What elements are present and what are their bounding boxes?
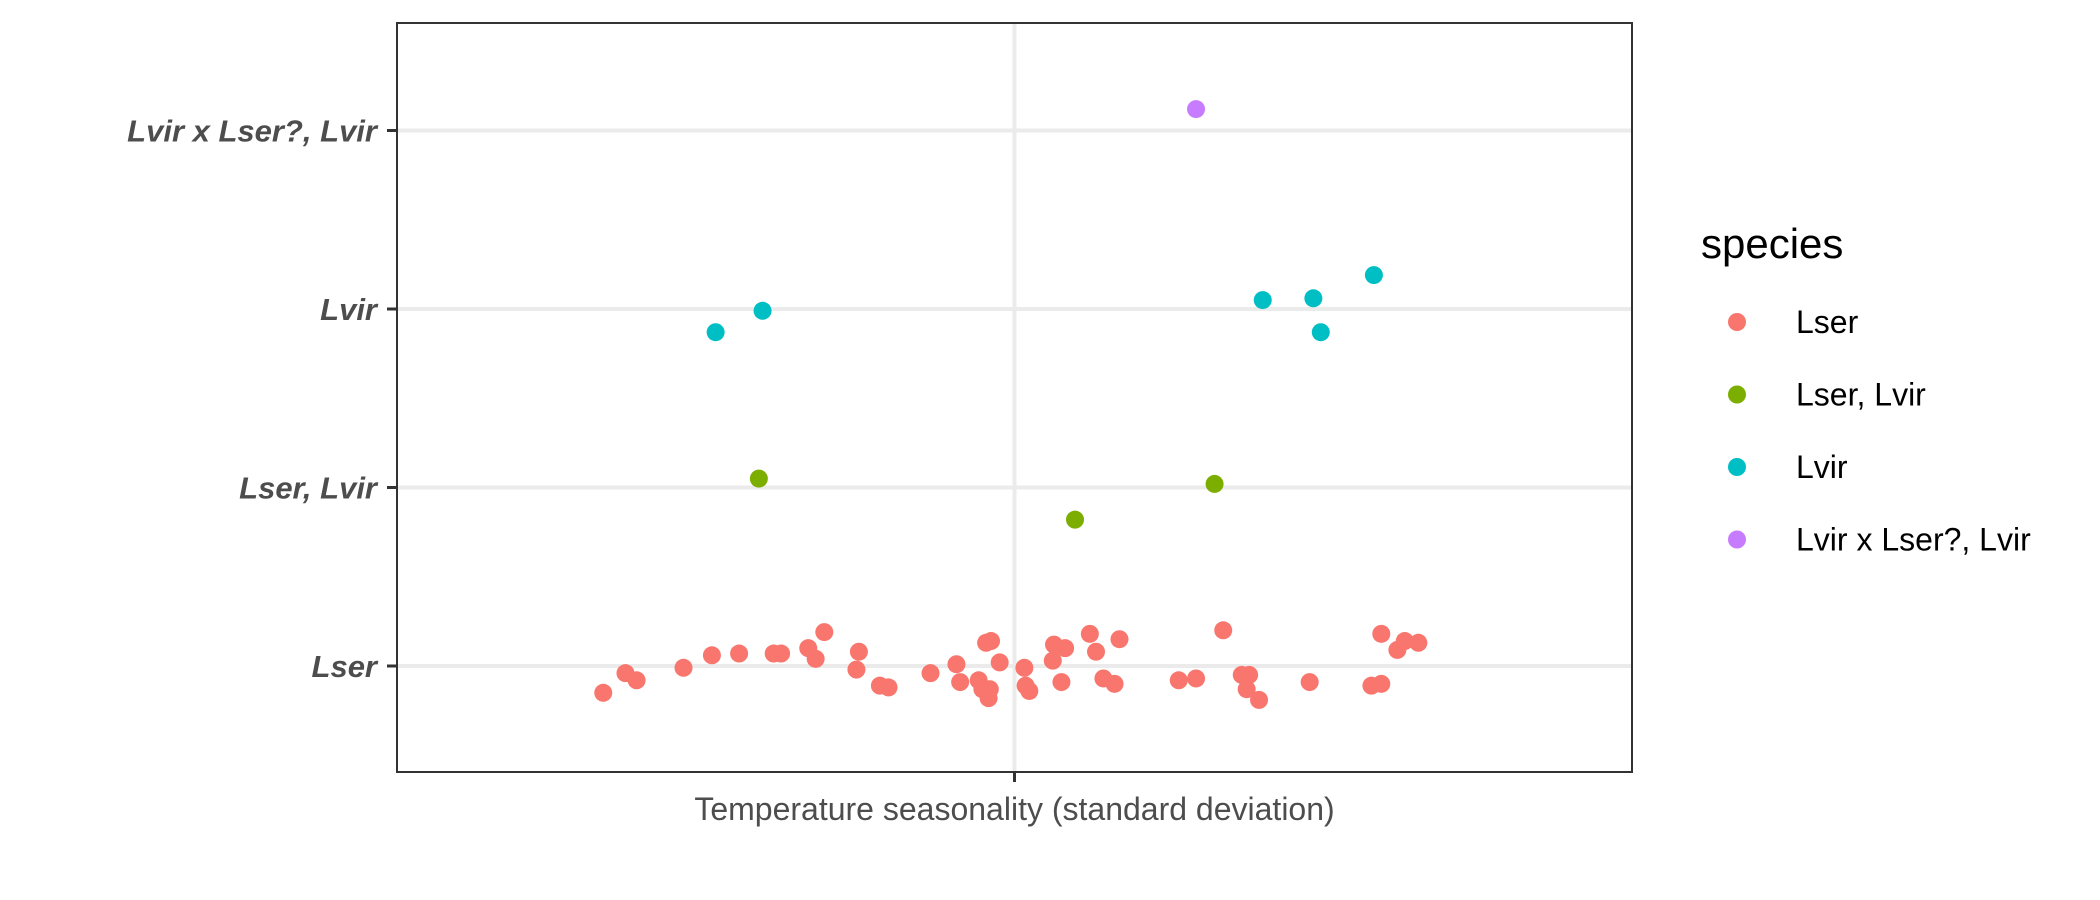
- data-point: [1043, 651, 1062, 670]
- y-tick-label: Lvir: [320, 292, 379, 327]
- data-point: [1240, 665, 1259, 684]
- data-point: [1304, 289, 1323, 308]
- x-axis-label: Temperature seasonality (standard deviat…: [694, 791, 1334, 827]
- data-point: [1300, 673, 1319, 692]
- data-point: [1169, 671, 1188, 690]
- data-point: [1253, 291, 1272, 310]
- data-point: [1015, 658, 1034, 677]
- data-point: [1311, 323, 1330, 342]
- legend-key: [1728, 313, 1746, 331]
- legend: species Lser Lser, Lvir Lvir Lvir x Lser?, …: [1701, 220, 2031, 558]
- y-tick-label: Lvir x Lser?, Lvir: [127, 114, 379, 149]
- data-point: [990, 653, 1009, 672]
- y-axis: Lser Lser, Lvir Lvir Lvir x Lser?, Lvir: [127, 114, 397, 684]
- legend-key: [1728, 530, 1746, 549]
- data-point: [1052, 673, 1071, 692]
- data-point: [806, 649, 825, 668]
- legend-label: Lser: [1796, 304, 1859, 340]
- data-point: [1056, 639, 1075, 658]
- data-point: [674, 658, 693, 677]
- data-point: [849, 642, 868, 661]
- data-point: [980, 680, 999, 699]
- data-point: [982, 632, 1001, 651]
- data-point: [594, 683, 613, 702]
- data-point: [1364, 266, 1383, 285]
- legend-label: Lser, Lvir: [1796, 377, 1926, 413]
- data-point: [921, 664, 940, 683]
- data-point: [1395, 632, 1414, 651]
- legend-key: [1728, 458, 1746, 476]
- data-point: [1214, 621, 1233, 640]
- data-point: [1110, 630, 1129, 649]
- data-point: [753, 301, 772, 320]
- y-tick-label: Lser, Lvir: [239, 471, 379, 506]
- data-point: [847, 660, 866, 679]
- legend-key: [1728, 385, 1746, 404]
- data-point: [951, 673, 970, 692]
- data-point: [706, 323, 725, 342]
- data-point: [1080, 624, 1099, 643]
- data-point: [627, 671, 646, 690]
- x-axis: Temperature seasonality (standard deviat…: [694, 772, 1335, 827]
- data-point: [749, 469, 768, 488]
- data-point: [947, 655, 966, 674]
- data-point: [1187, 669, 1206, 688]
- data-point: [1087, 642, 1106, 661]
- data-points: [594, 100, 1428, 709]
- data-point: [772, 644, 791, 663]
- legend-title: species: [1701, 220, 1843, 267]
- data-point: [1066, 510, 1085, 529]
- data-point: [702, 646, 721, 665]
- data-point: [815, 623, 834, 642]
- data-point: [1187, 100, 1206, 119]
- data-point: [1020, 681, 1039, 700]
- data-point: [1372, 674, 1391, 693]
- data-point: [1250, 690, 1269, 709]
- legend-items: Lser Lser, Lvir Lvir Lvir x Lser?, Lvir: [1728, 304, 2031, 558]
- data-point: [1105, 674, 1124, 693]
- plot-panel: [396, 22, 1633, 773]
- data-point: [879, 678, 898, 697]
- legend-label: Lvir: [1796, 449, 1848, 485]
- data-point: [1237, 680, 1256, 699]
- data-point: [730, 644, 749, 663]
- legend-label: Lvir x Lser?, Lvir: [1796, 522, 2031, 558]
- data-point: [1409, 633, 1428, 652]
- data-point: [1205, 474, 1224, 493]
- gridlines: [397, 23, 1632, 772]
- y-tick-label: Lser: [312, 649, 379, 684]
- data-point: [1372, 624, 1391, 643]
